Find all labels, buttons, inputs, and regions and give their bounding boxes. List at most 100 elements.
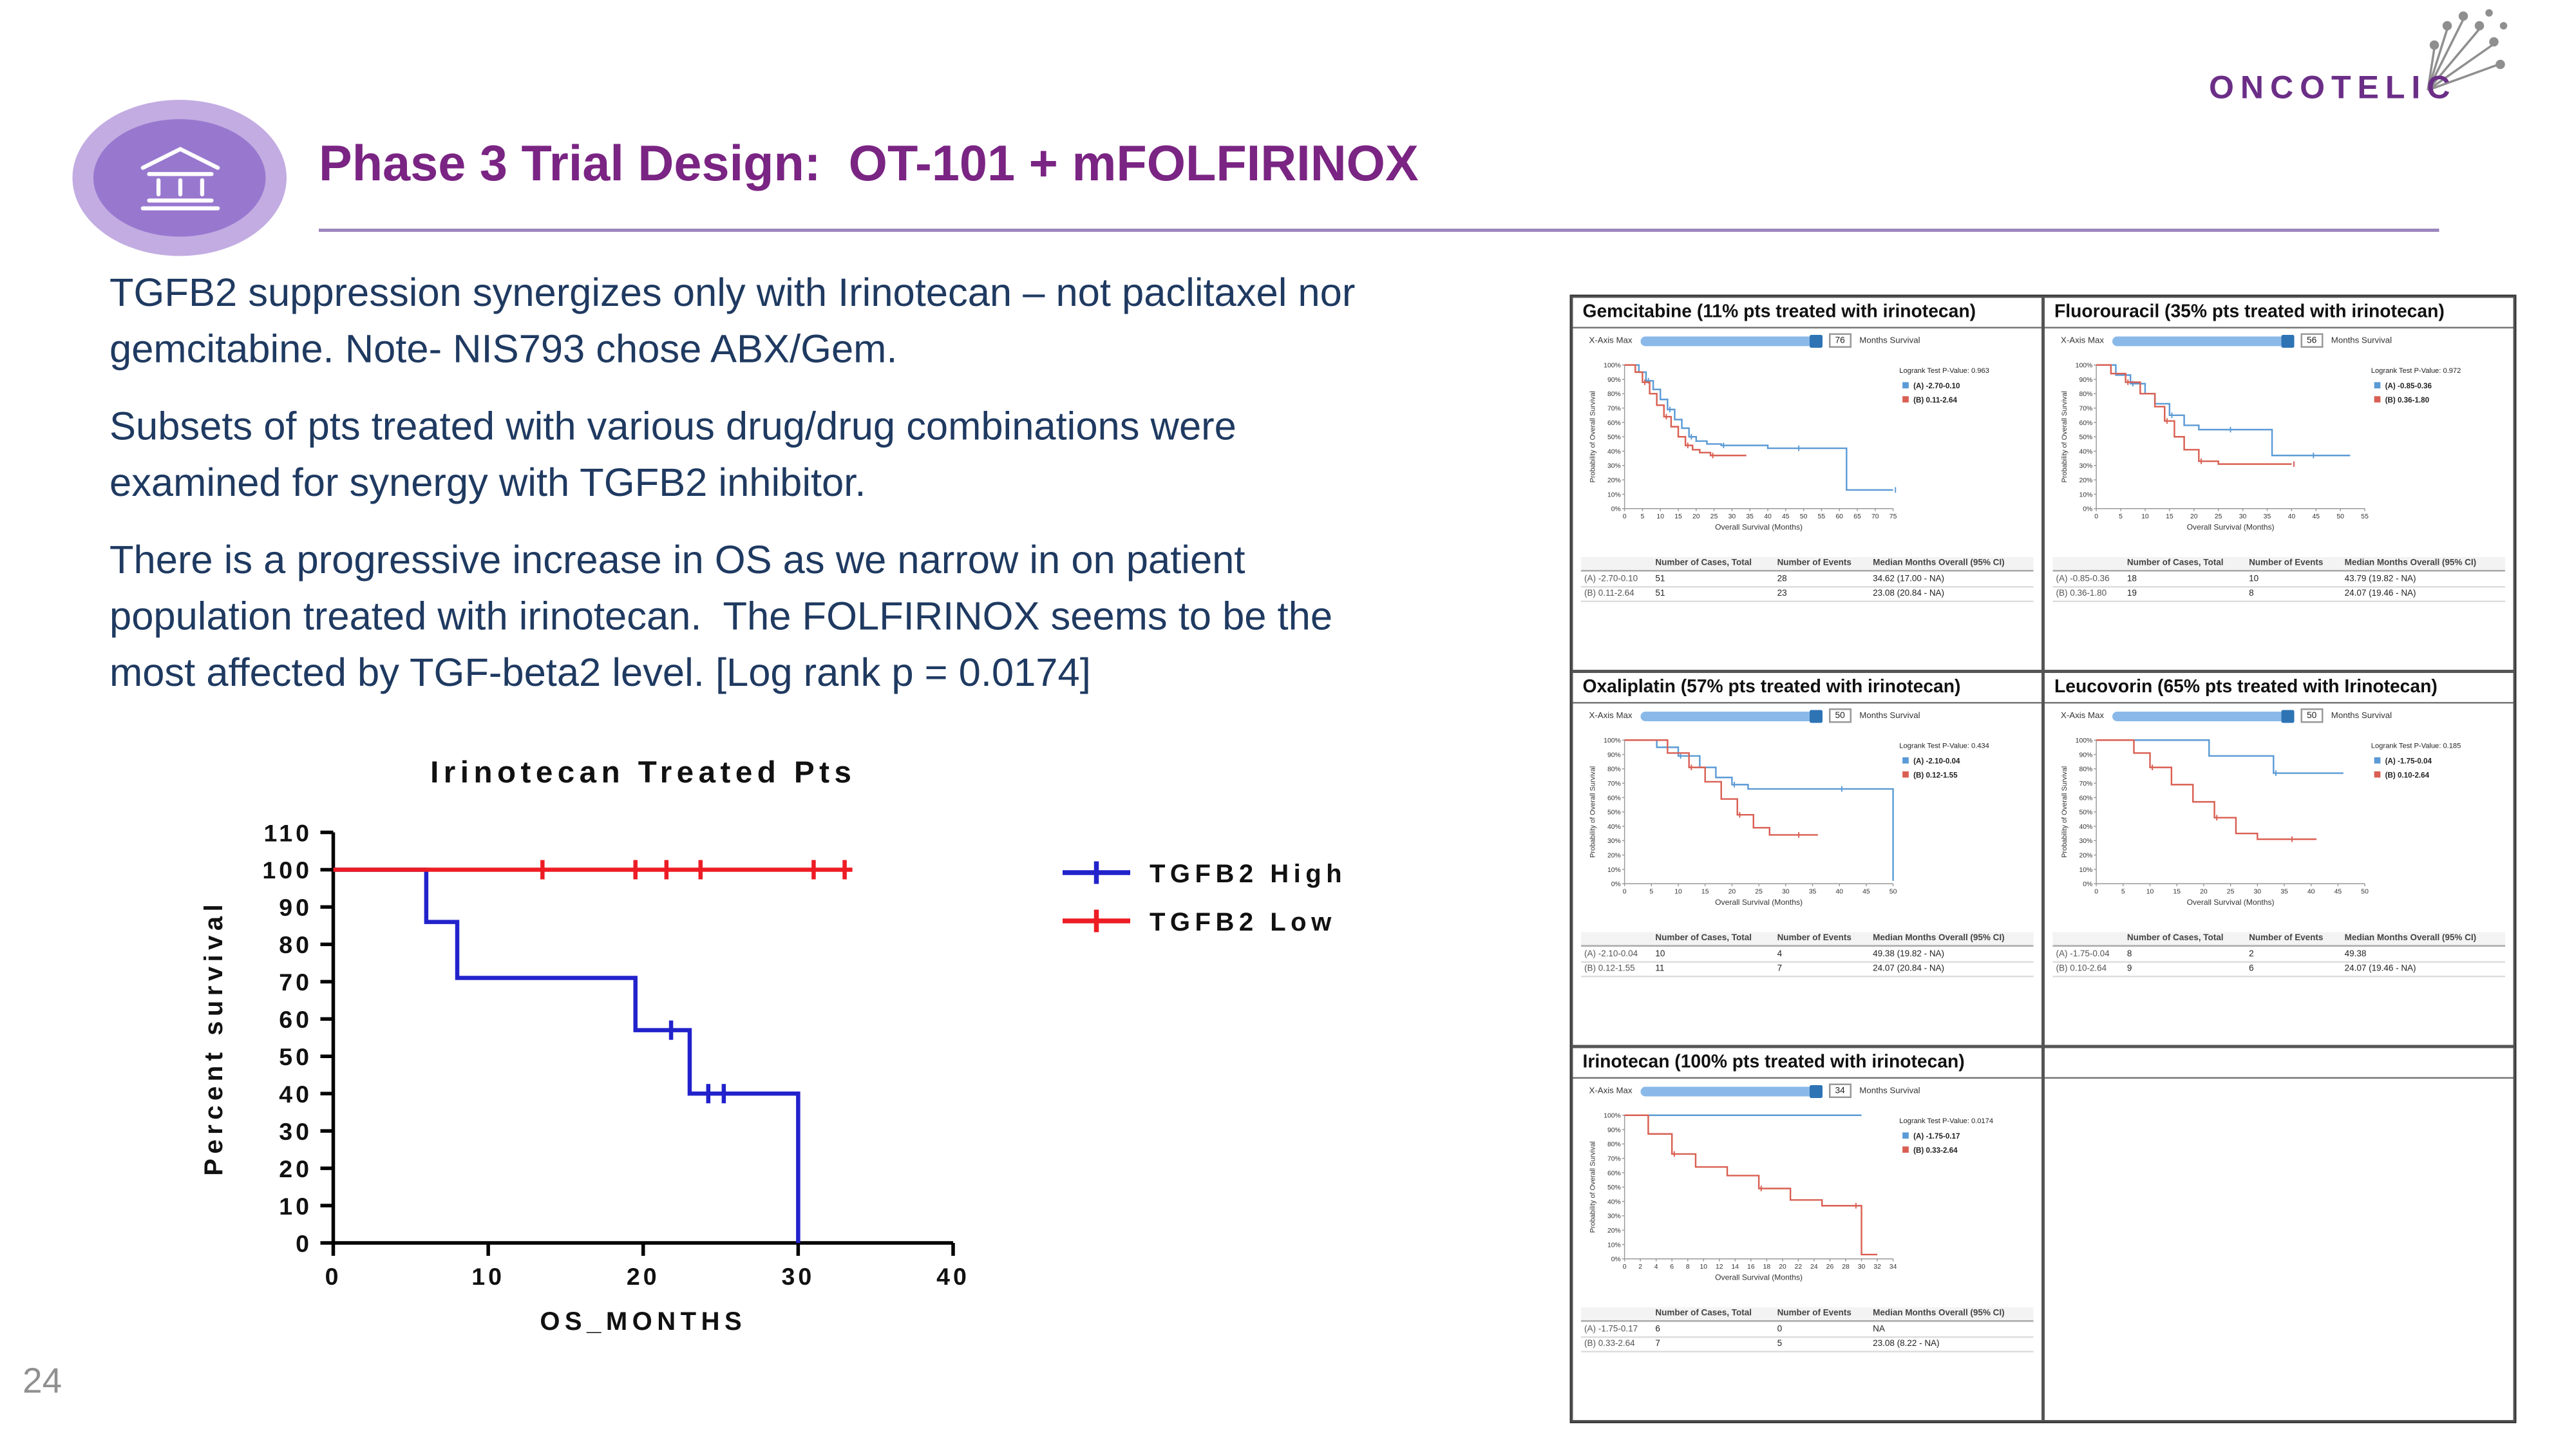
svg-text:Overall Survival (Months): Overall Survival (Months) — [1715, 898, 1803, 907]
x-axis-max-value[interactable]: 76 — [1828, 333, 1852, 348]
svg-text:60%: 60% — [1607, 795, 1621, 802]
dandelion-icon — [2427, 9, 2508, 91]
svg-text:30: 30 — [1782, 888, 1790, 895]
svg-text:0: 0 — [2094, 513, 2098, 520]
table-row: (A) -1.75-0.04 8 2 49.38 — [2052, 946, 2505, 963]
x-axis-max-label: X-Axis Max — [2061, 336, 2104, 346]
x-axis-max-value[interactable]: 50 — [2300, 708, 2324, 723]
panel-plot: 0% 10% 20% 30% 40% 50% 60% 70% 80% 90% 100% 0 5 10 15 2… — [2045, 350, 2514, 556]
svg-text:10: 10 — [279, 1193, 312, 1220]
body-text: TGFB2 suppression synergizes only with I… — [109, 267, 1417, 724]
svg-text:40%: 40% — [1607, 824, 1621, 831]
svg-text:60: 60 — [1835, 513, 1843, 520]
svg-text:5: 5 — [1649, 888, 1653, 895]
svg-text:100%: 100% — [1604, 363, 1621, 370]
table-header: Median Months Overall (95% CI) — [1870, 557, 2034, 573]
x-axis-max-slider[interactable] — [1640, 334, 1823, 347]
svg-text:Logrank Test P-Value: 0.972: Logrank Test P-Value: 0.972 — [2371, 367, 2461, 375]
table-header — [1581, 1307, 1653, 1323]
svg-text:Probability of Overall Surviva: Probability of Overall Survival — [1589, 391, 1597, 482]
svg-text:20%: 20% — [1607, 477, 1621, 484]
svg-text:10%: 10% — [2079, 491, 2092, 498]
svg-text:(A) -1.75-0.17: (A) -1.75-0.17 — [1913, 1132, 1960, 1141]
svg-text:30: 30 — [1728, 513, 1736, 520]
table-header: Number of Events — [2246, 557, 2342, 573]
svg-text:25: 25 — [2227, 888, 2235, 895]
svg-text:100%: 100% — [1604, 1113, 1621, 1120]
svg-text:0: 0 — [1623, 513, 1627, 520]
table-row: (A) -2.10-0.04 10 4 49.38 (19.82 - NA) — [1581, 946, 2034, 963]
svg-text:6: 6 — [1670, 1264, 1674, 1271]
svg-text:70%: 70% — [2079, 406, 2092, 413]
svg-text:22: 22 — [1795, 1264, 1803, 1271]
empty-panel — [2043, 1046, 2515, 1422]
svg-text:10: 10 — [1700, 1264, 1707, 1271]
svg-text:(A) -1.75-0.04: (A) -1.75-0.04 — [2385, 757, 2432, 766]
svg-text:(A) -0.85-0.36: (A) -0.85-0.36 — [2385, 382, 2432, 390]
svg-text:(B) 0.11-2.64: (B) 0.11-2.64 — [1913, 396, 1957, 404]
svg-text:0%: 0% — [1611, 881, 1621, 888]
legend-entry: TGFB2 High — [1150, 860, 1347, 888]
x-axis-max-value[interactable]: 34 — [1828, 1083, 1852, 1098]
panel-plot: 0% 10% 20% 30% 40% 50% 60% 70% 80% 90% 100% 0 5 10 15 2… — [2045, 724, 2514, 931]
logo-text: ONCOTELIC — [2209, 71, 2457, 106]
svg-text:70%: 70% — [1607, 1156, 1621, 1163]
icon-ring — [72, 100, 287, 256]
table-row: (A) -0.85-0.36 18 10 43.79 (19.82 - NA) — [2052, 571, 2505, 587]
panel-title: Gemcitabine (11% pts treated with irinot… — [1573, 298, 2041, 328]
svg-text:15: 15 — [2166, 513, 2174, 520]
table-header: Number of Events — [2246, 932, 2342, 947]
x-axis-max-slider[interactable] — [1640, 1084, 1823, 1097]
svg-text:90%: 90% — [2079, 377, 2092, 384]
table-header — [2052, 932, 2124, 947]
survival-panel-irinotecan: Irinotecan (100% pts treated with irinot… — [1571, 1046, 2043, 1422]
svg-text:15: 15 — [1701, 888, 1709, 895]
survival-panel-fluorouracil: Fluorouracil (35% pts treated with irino… — [2043, 296, 2515, 672]
svg-text:10%: 10% — [1607, 1242, 1621, 1249]
panel-controls: X-Axis Max 34 Months Survival — [1573, 1079, 2042, 1100]
svg-text:10: 10 — [2146, 888, 2154, 895]
svg-text:70%: 70% — [1607, 406, 1621, 413]
svg-text:Logrank Test P-Value: 0.0174: Logrank Test P-Value: 0.0174 — [1899, 1117, 1993, 1125]
table-header: Number of Events — [1774, 557, 1870, 573]
table-header: Number of Cases, Total — [2123, 557, 2246, 573]
svg-text:50%: 50% — [1607, 1184, 1621, 1191]
x-axis-max-slider[interactable] — [2112, 709, 2294, 723]
svg-text:75: 75 — [1889, 513, 1897, 520]
svg-text:70: 70 — [279, 969, 312, 996]
svg-text:50%: 50% — [1607, 434, 1621, 441]
svg-text:30%: 30% — [2079, 463, 2092, 470]
svg-text:100%: 100% — [2076, 363, 2093, 370]
svg-text:10: 10 — [471, 1263, 505, 1290]
svg-text:30: 30 — [782, 1263, 815, 1290]
panel-title: Leucovorin (65% pts treated with Irinote… — [2045, 673, 2514, 704]
table-header: Number of Cases, Total — [2123, 932, 2246, 947]
svg-text:40%: 40% — [2079, 824, 2092, 831]
svg-text:10: 10 — [2141, 513, 2149, 520]
table-header — [2052, 557, 2124, 573]
x-axis-max-label: X-Axis Max — [2061, 710, 2104, 721]
svg-text:40: 40 — [2307, 888, 2315, 895]
svg-text:55: 55 — [2361, 513, 2369, 520]
chart-title: Irinotecan Treated Pts — [430, 755, 856, 790]
x-axis-max-slider[interactable] — [2112, 334, 2294, 347]
x-axis-max-value[interactable]: 50 — [1828, 708, 1852, 723]
x-axis-max-slider[interactable] — [1640, 709, 1823, 723]
table-header — [1581, 557, 1653, 573]
svg-text:30: 30 — [1858, 1264, 1866, 1271]
page-title: Phase 3 Trial Design: OT-101 + mFOLFIRIN… — [319, 135, 1419, 192]
svg-text:100%: 100% — [2076, 737, 2093, 744]
table-header: Number of Cases, Total — [1652, 932, 1774, 947]
panel-stats-table: Number of Cases, Total Number of Events Me… — [1581, 932, 2034, 978]
svg-text:0: 0 — [296, 1230, 312, 1257]
svg-text:20: 20 — [2190, 513, 2198, 520]
x-axis-max-value[interactable]: 56 — [2300, 333, 2324, 348]
svg-text:Logrank Test P-Value: 0.185: Logrank Test P-Value: 0.185 — [2371, 742, 2461, 750]
survival-panel-leucovorin: Leucovorin (65% pts treated with Irinote… — [2043, 671, 2515, 1046]
mini-km-plot: 0% 10% 20% 30% 40% 50% 60% 70% 80% 90% 100% 0 5 10 15 2… — [2061, 737, 2461, 907]
panel-stats-table: Number of Cases, Total Number of Events Me… — [2052, 557, 2505, 603]
svg-text:90%: 90% — [1607, 1127, 1621, 1134]
svg-text:60%: 60% — [1607, 420, 1621, 427]
table-header: Median Months Overall (95% CI) — [1870, 1307, 2034, 1323]
svg-text:30%: 30% — [1607, 463, 1621, 470]
